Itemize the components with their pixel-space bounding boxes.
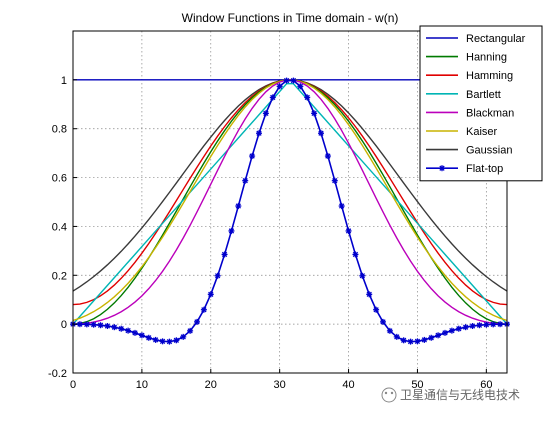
flat-top-marker: [428, 334, 435, 341]
flat-top-marker: [345, 227, 352, 234]
watermark: 卫星通信与无线电技术: [381, 387, 520, 403]
flat-top-marker: [448, 327, 455, 334]
flat-top-marker: [380, 318, 386, 325]
x-tick-label: 0: [70, 379, 76, 391]
flat-top-marker: [90, 321, 97, 328]
flat-top-marker: [125, 327, 132, 334]
flat-top-marker: [200, 306, 207, 313]
flat-top-marker: [414, 338, 421, 345]
flat-top-marker: [111, 324, 118, 331]
y-tick-label: 0: [61, 319, 67, 331]
flat-top-marker: [269, 94, 276, 101]
x-tick-label: 30: [274, 379, 286, 391]
flat-top-marker: [207, 291, 214, 298]
flat-top-marker: [166, 338, 173, 345]
flat-top-marker: [249, 153, 256, 160]
legend-label: Bartlett: [466, 89, 501, 101]
flat-top-marker: [386, 327, 393, 334]
ticks: 0 10 20 30 40 50 60-0.200.20.40.60.81: [48, 75, 492, 391]
flat-top-marker: [318, 130, 324, 137]
flat-top-marker: [283, 77, 290, 84]
flat-top-marker: [152, 336, 159, 343]
y-tick-label: -0.2: [48, 368, 67, 380]
flat-top-marker: [311, 110, 318, 117]
flat-top-marker: [194, 318, 200, 325]
y-tick-label: 0.2: [52, 270, 67, 282]
flat-top-marker: [104, 323, 111, 330]
legend-label: Kaiser: [466, 126, 498, 138]
flat-top-marker: [180, 333, 187, 340]
flat-top-marker: [483, 321, 490, 328]
flat-top-marker: [435, 332, 442, 339]
series-group: [70, 77, 510, 345]
flat-top-marker: [400, 337, 407, 344]
flat-top-marker: [497, 321, 504, 328]
watermark-text: 卫星通信与无线电技术: [400, 388, 520, 402]
flat-top-marker: [235, 203, 242, 210]
flat-top-marker: [359, 272, 366, 279]
x-tick-label: 50: [411, 379, 423, 391]
flat-top-marker: [138, 332, 145, 339]
flat-top-marker: [469, 323, 476, 330]
series-flat-top: [70, 77, 510, 345]
x-tick-label: 20: [205, 379, 217, 391]
legend-label: Hamming: [466, 70, 513, 82]
legend: Rectangular Hanning Hamming Bartlett Blackma…: [419, 25, 543, 182]
legend-label: Flat-top: [466, 163, 503, 175]
axes-box: [72, 30, 508, 374]
x-tick-label: 10: [136, 379, 148, 391]
flat-top-marker: [228, 227, 235, 234]
flat-top-marker: [476, 322, 483, 329]
chart-title: Window Functions in Time domain - w(n): [182, 11, 399, 25]
legend-label: Blackman: [466, 107, 514, 119]
flat-top-marker: [221, 251, 228, 258]
flat-top-marker: [366, 291, 373, 298]
flat-top-marker: [173, 337, 180, 344]
flat-top-marker: [262, 110, 269, 117]
flat-top-marker: [242, 177, 249, 184]
y-tick-label: 0.8: [52, 124, 67, 136]
flat-top-marker: [187, 327, 194, 334]
flat-top-marker: [132, 329, 138, 336]
series-line-flat-top: [72, 79, 508, 343]
x-tick-label: 40: [342, 379, 354, 391]
flat-top-marker: [490, 321, 497, 328]
flat-top-marker: [159, 338, 166, 345]
legend-box: [419, 25, 543, 182]
wechat-icon: [381, 387, 397, 403]
flat-top-marker: [352, 251, 359, 258]
flat-top-marker: [455, 325, 462, 332]
y-tick-label: 1: [61, 75, 67, 87]
y-tick-label: 0.4: [52, 221, 67, 233]
flat-top-marker: [97, 322, 104, 329]
flat-top-marker: [442, 329, 448, 336]
legend-label: Gaussian: [466, 145, 512, 157]
flat-top-marker: [462, 324, 469, 331]
flat-top-marker: [276, 83, 283, 90]
flat-top-marker: [373, 306, 380, 313]
flat-top-marker: [76, 321, 83, 328]
series-line-bartlett: [72, 83, 508, 325]
series-bartlett: [72, 83, 508, 325]
flat-top-marker: [118, 325, 125, 332]
legend-label: Hanning: [466, 52, 507, 64]
legend-label: Rectangular: [466, 33, 526, 45]
flat-top-marker: [304, 94, 311, 101]
flat-top-marker: [407, 338, 414, 345]
flat-top-marker: [338, 203, 345, 210]
flat-top-marker: [256, 130, 262, 137]
flat-top-marker: [421, 336, 428, 343]
y-tick-label: 0.6: [52, 173, 67, 185]
flat-top-marker: [145, 334, 152, 341]
flat-top-marker: [214, 272, 221, 279]
flat-top-marker: [324, 153, 331, 160]
flat-top-marker: [297, 83, 304, 90]
flat-top-marker: [83, 321, 90, 328]
x-tick-label: 60: [480, 379, 492, 391]
flat-top-marker: [331, 177, 338, 184]
flat-top-marker: [393, 333, 400, 340]
flat-top-marker: [290, 77, 297, 84]
